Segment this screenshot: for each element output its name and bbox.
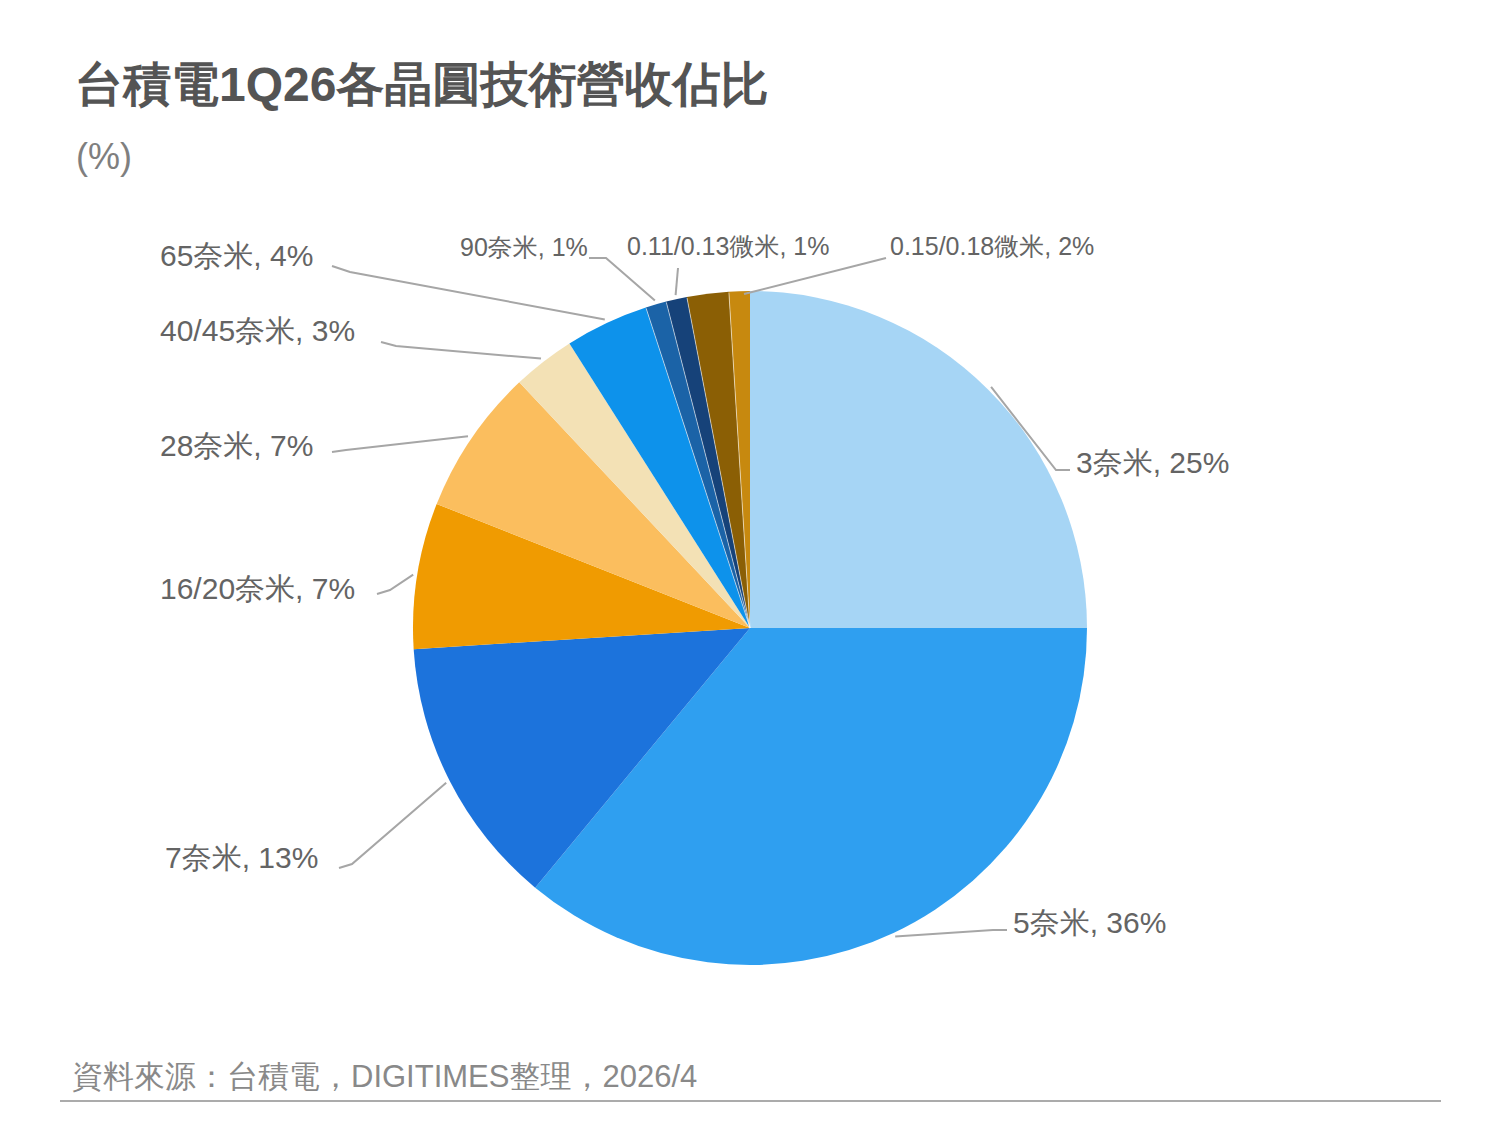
slice-label-0: 3奈米, 25% — [1076, 446, 1229, 479]
slice-label-4: 28奈米, 7% — [160, 429, 313, 462]
slice-label-3: 16/20奈米, 7% — [160, 572, 355, 605]
pie-chart: 3奈米, 25% 5奈米, 36% 7奈米, 13% 16/20奈米, 7% 28奈米,… — [0, 0, 1500, 1125]
slice-label-6: 65奈米, 4% — [160, 239, 313, 272]
slice-label-9: 0.15/0.18微米, 2% — [890, 232, 1094, 260]
leader-line-1 — [895, 930, 1007, 937]
slice-label-7: 90奈米, 1% — [460, 233, 588, 261]
slice-label-5: 40/45奈米, 3% — [160, 314, 355, 347]
leader-line-9 — [744, 258, 886, 294]
source-note: 資料來源：台積電，DIGITIMES整理，2026/4 — [72, 1056, 697, 1098]
slice-label-1: 5奈米, 36% — [1013, 906, 1166, 939]
leader-line-4 — [332, 436, 468, 452]
leader-line-2 — [339, 783, 446, 868]
leader-line-5 — [381, 342, 541, 359]
leader-line-8 — [676, 268, 678, 295]
footer-divider — [60, 1100, 1441, 1102]
slice-label-8: 0.11/0.13微米, 1% — [627, 232, 829, 260]
leader-line-7 — [589, 258, 655, 301]
pie-slice-0 — [750, 291, 1087, 628]
slice-label-2: 7奈米, 13% — [165, 841, 318, 874]
leader-line-6 — [332, 266, 605, 320]
leader-line-3 — [377, 575, 413, 594]
